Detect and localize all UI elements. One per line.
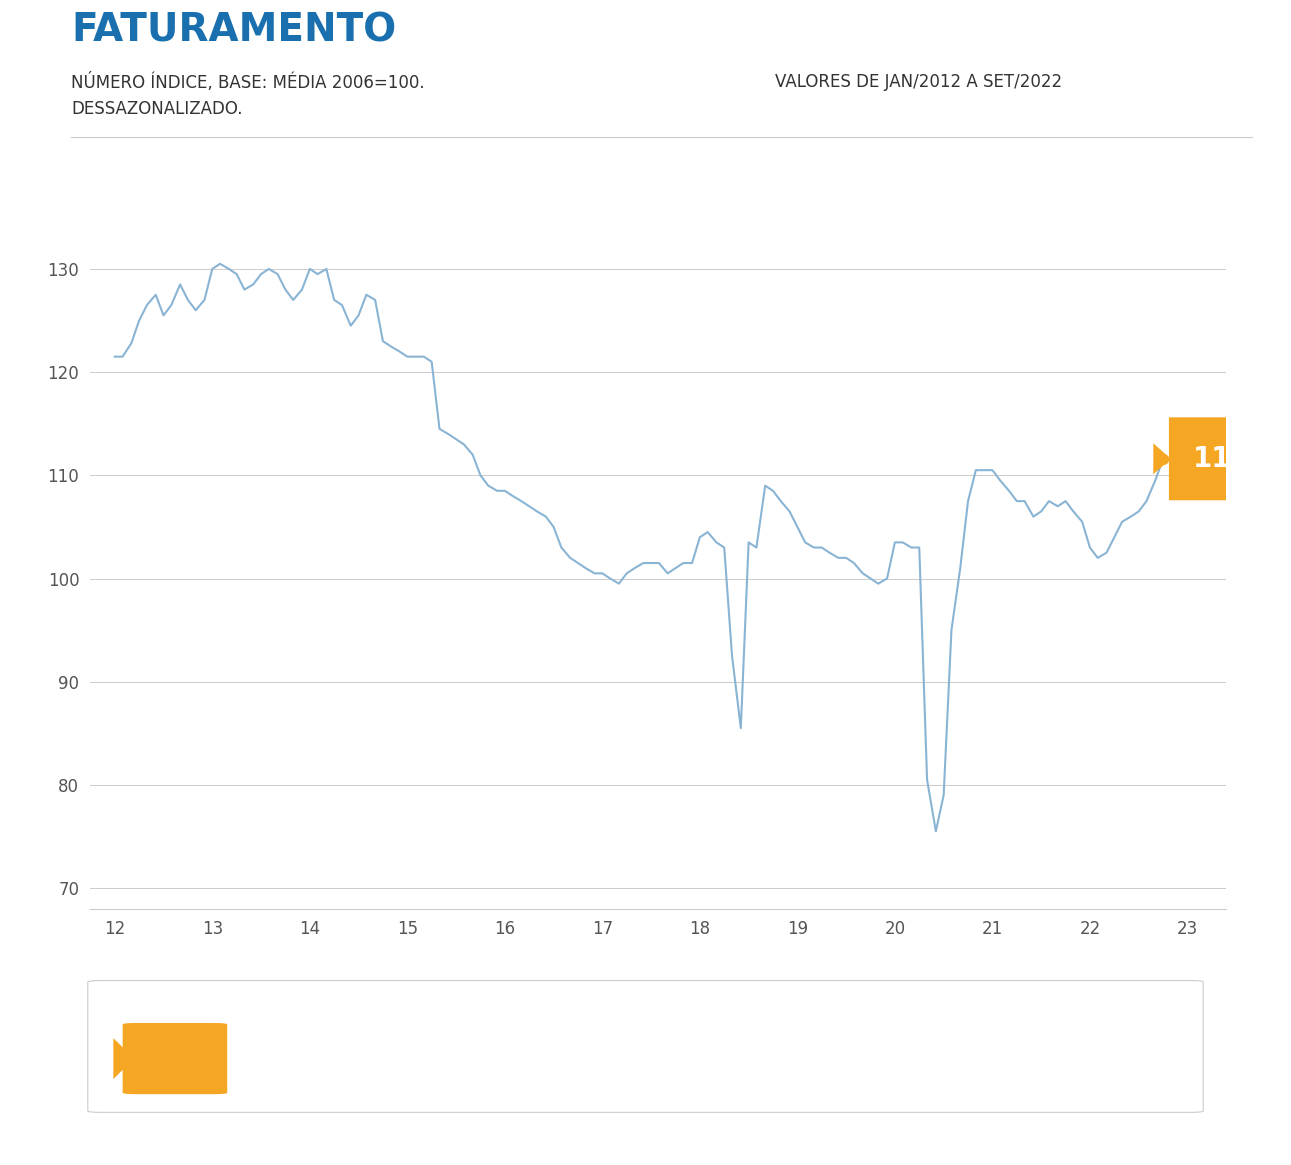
Text: VALORES DE JAN/2012 A SET/2022: VALORES DE JAN/2012 A SET/2022 — [775, 72, 1061, 91]
Text: 111,6: 111,6 — [1193, 445, 1281, 473]
Text: FATURAMENTO: FATURAMENTO — [71, 12, 396, 49]
Polygon shape — [1153, 444, 1171, 474]
FancyBboxPatch shape — [88, 981, 1203, 1113]
Polygon shape — [114, 1038, 134, 1079]
Text: VALOR ATUAL: VALOR ATUAL — [239, 1048, 372, 1068]
FancyBboxPatch shape — [123, 1023, 227, 1094]
Text: NÚMERO ÍNDICE, BASE: MÉDIA 2006=100.
DESSAZONALIZADO.: NÚMERO ÍNDICE, BASE: MÉDIA 2006=100. DES… — [71, 72, 425, 118]
FancyBboxPatch shape — [1168, 417, 1291, 500]
